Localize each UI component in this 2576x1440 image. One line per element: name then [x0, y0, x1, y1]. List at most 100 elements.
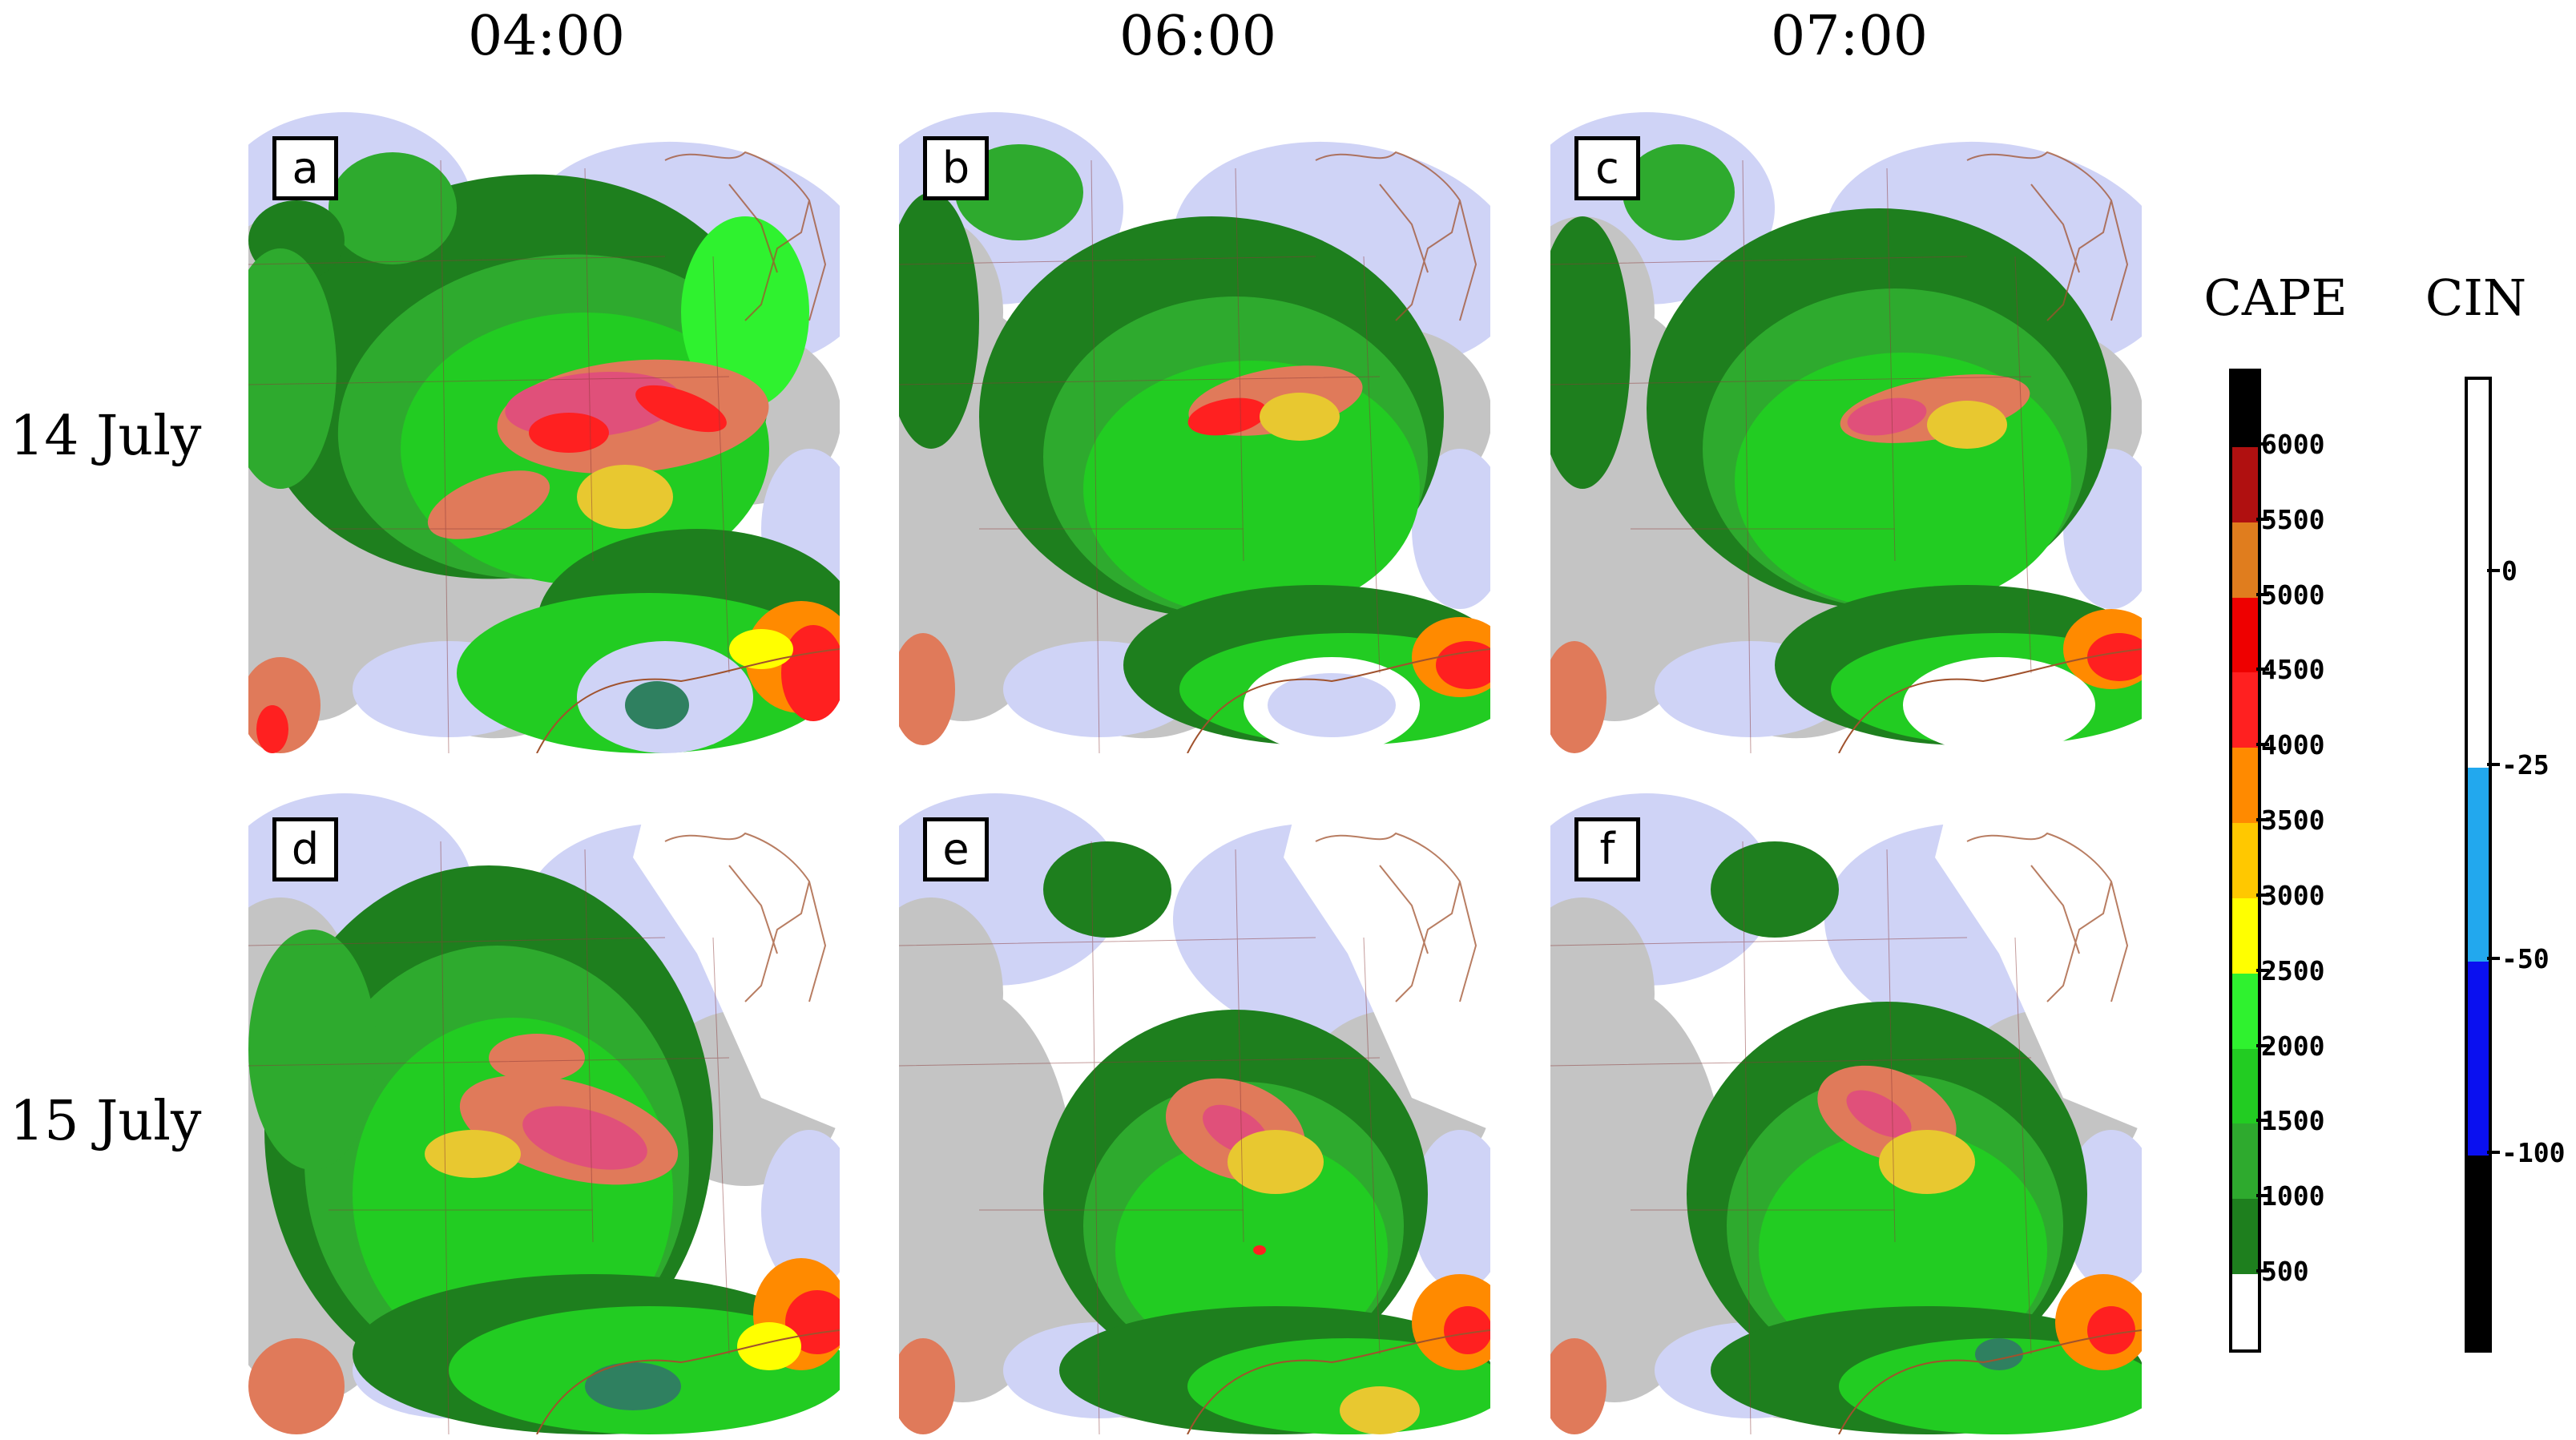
political-boundaries: [1966, 832, 2129, 1002]
field-blob: [2087, 633, 2142, 681]
field-blob: [635, 385, 727, 433]
field-blob: [1903, 657, 2095, 753]
gulf-coastline: [536, 648, 840, 753]
cin-tick-label: -100: [2501, 1137, 2566, 1168]
field-blob: [1436, 641, 1490, 689]
field-blob: [1412, 449, 1490, 609]
state-lines: [248, 841, 730, 1434]
cin-band: [2468, 574, 2489, 768]
field-blob: [1340, 1386, 1420, 1434]
cape-tick-mark: [2256, 442, 2269, 446]
cape-band: [2232, 1199, 2258, 1275]
field-blob: [899, 897, 1003, 1090]
cape-tick-mark: [2256, 517, 2269, 521]
field-blob: [427, 470, 550, 539]
cape-tick-mark: [2256, 818, 2269, 822]
field-blob: [1847, 397, 1927, 436]
cape-band: [2232, 973, 2258, 1049]
cape-tick-label: 5500: [2261, 503, 2325, 535]
cin-tick-mark: [2487, 957, 2500, 960]
field-blob: [1412, 1130, 1490, 1290]
column-header-0600: 06:00: [1119, 5, 1276, 68]
cape-tick-label: 5000: [2261, 579, 2325, 611]
gulf-coastline: [1838, 648, 2142, 753]
field-blob: [1228, 1130, 1324, 1194]
cin-scale-title: CIN: [2425, 268, 2527, 327]
great-lakes-outline: [664, 832, 827, 1002]
cape-tick-mark: [2256, 968, 2269, 972]
state-lines: [1550, 159, 2032, 753]
political-boundaries: [664, 151, 827, 321]
cape-tick-mark: [2256, 1119, 2269, 1123]
field-blob: [899, 1338, 955, 1434]
panel-label-d: d: [272, 817, 338, 881]
field-blob: [1711, 841, 1839, 938]
panel-label-e: e: [923, 817, 989, 881]
cin-tick-mark: [2487, 1151, 2500, 1154]
field-blob: [1550, 216, 1631, 489]
field-blob: [248, 248, 337, 489]
field-blob: [1260, 393, 1340, 441]
cape-colorbar: [2229, 369, 2261, 1353]
cape-tick-label: 1500: [2261, 1105, 2325, 1137]
field-blob: [2087, 1306, 2135, 1354]
cape-tick-mark: [2256, 1194, 2269, 1198]
cin-band: [2468, 768, 2489, 962]
cape-field-map: [899, 793, 1490, 1434]
map-panel-b: b: [899, 112, 1490, 753]
cin-tick-mark: [2487, 569, 2500, 572]
field-blob: [625, 681, 689, 729]
cin-band: [2468, 1156, 2489, 1349]
panel-label-b: b: [923, 136, 989, 200]
row-header-15-july: 15 July: [10, 1090, 202, 1153]
cin-band: [2468, 380, 2489, 574]
field-blob: [1550, 897, 1655, 1090]
field-blob: [425, 1130, 521, 1178]
gulf-coastline: [1187, 648, 1490, 753]
field-blob: [1550, 641, 1606, 753]
great-lakes-outline: [1315, 151, 1477, 321]
field-blob: [1623, 144, 1735, 240]
field-blob: [1115, 1138, 1388, 1362]
field-blob: [1550, 1338, 1606, 1434]
field-blob: [737, 1322, 801, 1370]
field-blob: [1268, 673, 1396, 737]
panel-label-c: c: [1574, 136, 1640, 200]
map-panel-f: f: [1550, 793, 2142, 1434]
cape-tick-mark: [2256, 893, 2269, 897]
field-blob: [329, 152, 457, 264]
cape-tick-mark: [2256, 592, 2269, 596]
cape-band: [2232, 597, 2258, 673]
panel-label-f: f: [1574, 817, 1640, 881]
cape-tick-mark: [2256, 668, 2269, 672]
field-blob: [248, 1338, 345, 1434]
field-blob: [248, 930, 377, 1170]
cape-band: [2232, 1048, 2258, 1124]
field-blob: [585, 1362, 681, 1410]
state-lines: [899, 841, 1381, 1434]
field-blob: [522, 1106, 647, 1170]
cape-band: [2232, 522, 2258, 598]
cape-field-map: [248, 793, 840, 1434]
cape-band: [2232, 372, 2258, 447]
field-blob: [1444, 1306, 1490, 1354]
cape-tick-label: 3000: [2261, 879, 2325, 911]
field-blob: [761, 1130, 840, 1290]
cape-band: [2232, 672, 2258, 748]
cin-colorbar: [2465, 377, 2492, 1353]
column-header-0400: 04:00: [468, 5, 625, 68]
field-blob: [577, 465, 673, 529]
great-lakes-outline: [1966, 832, 2129, 1002]
gulf-coastline: [1187, 1329, 1490, 1434]
cape-band: [2232, 823, 2258, 898]
cape-tick-label: 1000: [2261, 1180, 2325, 1212]
field-blob: [1927, 401, 2007, 449]
gulf-coastline: [536, 1329, 840, 1434]
cape-tick-label: 6000: [2261, 428, 2325, 460]
field-blob: [899, 633, 955, 745]
cape-band: [2232, 446, 2258, 522]
cape-field-map: [1550, 112, 2142, 753]
panel-label-a: a: [272, 136, 338, 200]
column-header-0700: 07:00: [1771, 5, 1928, 68]
cape-tick-label: 4500: [2261, 654, 2325, 686]
